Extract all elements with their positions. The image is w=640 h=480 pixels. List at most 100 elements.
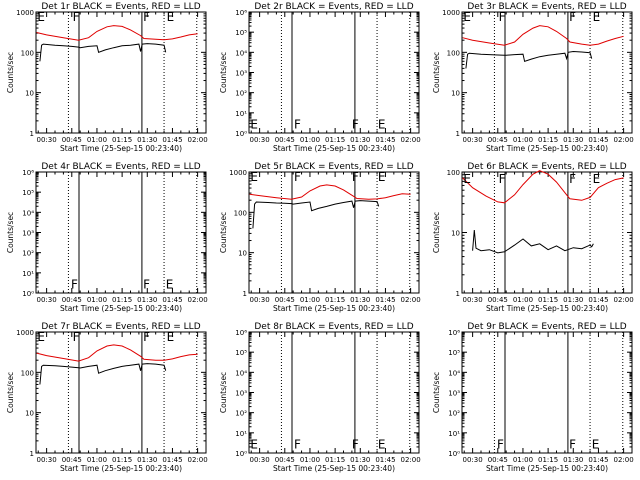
y-tick-label: 10¹ (235, 430, 247, 438)
y-tick-label: 10⁶ (22, 169, 34, 177)
x-tick-label: 01:30 (563, 456, 583, 464)
x-tick-label: 01:15 (538, 456, 558, 464)
x-tick-label: 02:00 (401, 136, 421, 144)
x-tick-label: 01:30 (350, 456, 370, 464)
x-tick-label: 02:00 (614, 296, 634, 304)
y-tick-label: 10¹ (22, 270, 34, 278)
segment-marker: F (143, 277, 150, 291)
x-tick-label: 01:45 (162, 136, 182, 144)
x-tick-label: 01:30 (137, 136, 157, 144)
y-tick-label: 10 (25, 410, 34, 418)
x-tick-label: 01:45 (375, 456, 395, 464)
segment-marker: E (378, 117, 386, 131)
y-tick-label: 10⁵ (448, 349, 460, 357)
segment-marker: E (250, 437, 258, 451)
x-tick-label: 01:30 (137, 296, 157, 304)
panel-title: Det 7r BLACK = Events, RED = LLD (41, 322, 200, 332)
x-tick-label: 01:45 (588, 296, 608, 304)
segment-marker: F (143, 10, 150, 24)
x-tick-label: 00:45 (62, 296, 82, 304)
segment-marker: F (499, 10, 506, 24)
plot-frame (248, 11, 420, 134)
x-tick-label: 00:30 (463, 296, 483, 304)
y-tick-label: 10 (238, 250, 247, 258)
x-axis-label: Start Time (25-Sep-15 00:23:40) (273, 464, 395, 473)
series-line-black (472, 229, 594, 254)
x-axis-label: Start Time (25-Sep-15 00:23:40) (273, 144, 395, 153)
plot-frame (248, 171, 420, 294)
plot-frame (461, 11, 633, 134)
y-axis-label: Counts/sec (219, 212, 228, 253)
y-tick-label: 1 (456, 130, 460, 138)
segment-marker: E (167, 10, 175, 24)
x-tick-label: 01:00 (87, 296, 107, 304)
y-axis-label: Counts/sec (432, 52, 441, 93)
segment-marker: E (250, 170, 258, 184)
y-tick-label: 1000 (16, 9, 34, 17)
plot-frame (35, 11, 207, 134)
segment-marker: E (166, 277, 174, 291)
x-tick-label: 02:00 (188, 456, 208, 464)
y-tick-label: 10⁶ (448, 329, 460, 337)
y-tick-label: 10 (451, 90, 460, 98)
x-tick-label: 01:45 (162, 456, 182, 464)
segment-marker: F (73, 330, 80, 344)
series-line-black (39, 43, 167, 62)
series-line-black (252, 200, 380, 229)
segment-marker: E (463, 10, 471, 24)
x-tick-label: 01:30 (563, 296, 583, 304)
series-line-red (462, 25, 624, 46)
segment-marker: E (37, 10, 45, 24)
y-tick-label: 10⁰ (235, 450, 247, 458)
y-tick-label: 1000 (229, 169, 247, 177)
y-tick-label: 10⁰ (22, 290, 34, 298)
segment-marker: F (352, 170, 359, 184)
x-tick-label: 02:00 (188, 136, 208, 144)
panel-det-8: Det 8r BLACK = Events, RED = LLD 10⁰ 10¹ 10… (219, 322, 421, 473)
y-tick-label: 10³ (235, 70, 247, 78)
panel-title: Det 1r BLACK = Events, RED = LLD (41, 2, 200, 12)
x-tick-label: 02:00 (401, 456, 421, 464)
x-tick-label: 00:45 (62, 456, 82, 464)
segment-marker: E (250, 117, 258, 131)
x-tick-label: 00:45 (62, 136, 82, 144)
x-tick-label: 00:45 (488, 296, 508, 304)
segment-marker: F (294, 170, 301, 184)
x-tick-label: 01:30 (563, 136, 583, 144)
x-axis-label: Start Time (25-Sep-15 00:23:40) (273, 304, 395, 313)
x-tick-label: 00:45 (275, 136, 295, 144)
plot-frame (35, 331, 207, 454)
y-axis-label: Counts/sec (6, 372, 15, 413)
y-tick-label: 10⁶ (235, 329, 247, 337)
y-tick-label: 1 (30, 450, 34, 458)
x-tick-label: 01:00 (513, 296, 533, 304)
y-tick-label: 100 (234, 209, 247, 217)
y-tick-label: 10⁴ (235, 369, 247, 377)
y-tick-label: 10⁴ (22, 209, 34, 217)
y-axis-label: Counts/sec (219, 52, 228, 93)
panel-det-1: Det 1r BLACK = Events, RED = LLD 1 10 100 10… (6, 2, 208, 153)
segment-marker: F (143, 330, 150, 344)
y-tick-label: 100 (447, 169, 460, 177)
plot-frame (461, 331, 633, 454)
x-tick-label: 01:15 (325, 296, 345, 304)
y-tick-label: 10² (235, 410, 247, 418)
x-tick-label: 00:30 (250, 136, 270, 144)
x-tick-label: 00:30 (37, 296, 57, 304)
x-tick-label: 00:45 (275, 456, 295, 464)
y-axis-label: Counts/sec (432, 212, 441, 253)
panel-det-7: Det 7r BLACK = Events, RED = LLD 1 10 100 10… (6, 322, 208, 473)
y-tick-label: 10³ (235, 390, 247, 398)
y-tick-label: 10 (451, 230, 460, 238)
y-tick-label: 10² (448, 410, 460, 418)
segment-marker: F (569, 172, 576, 186)
segment-marker: F (569, 10, 576, 24)
segment-marker: E (378, 170, 386, 184)
series-line-red (462, 170, 624, 204)
panel-det-5: Det 5r BLACK = Events, RED = LLD 1 10 100 10… (219, 162, 421, 313)
x-tick-label: 01:15 (112, 296, 132, 304)
x-tick-label: 01:45 (375, 296, 395, 304)
y-tick-label: 10³ (448, 390, 460, 398)
x-tick-label: 02:00 (614, 456, 634, 464)
